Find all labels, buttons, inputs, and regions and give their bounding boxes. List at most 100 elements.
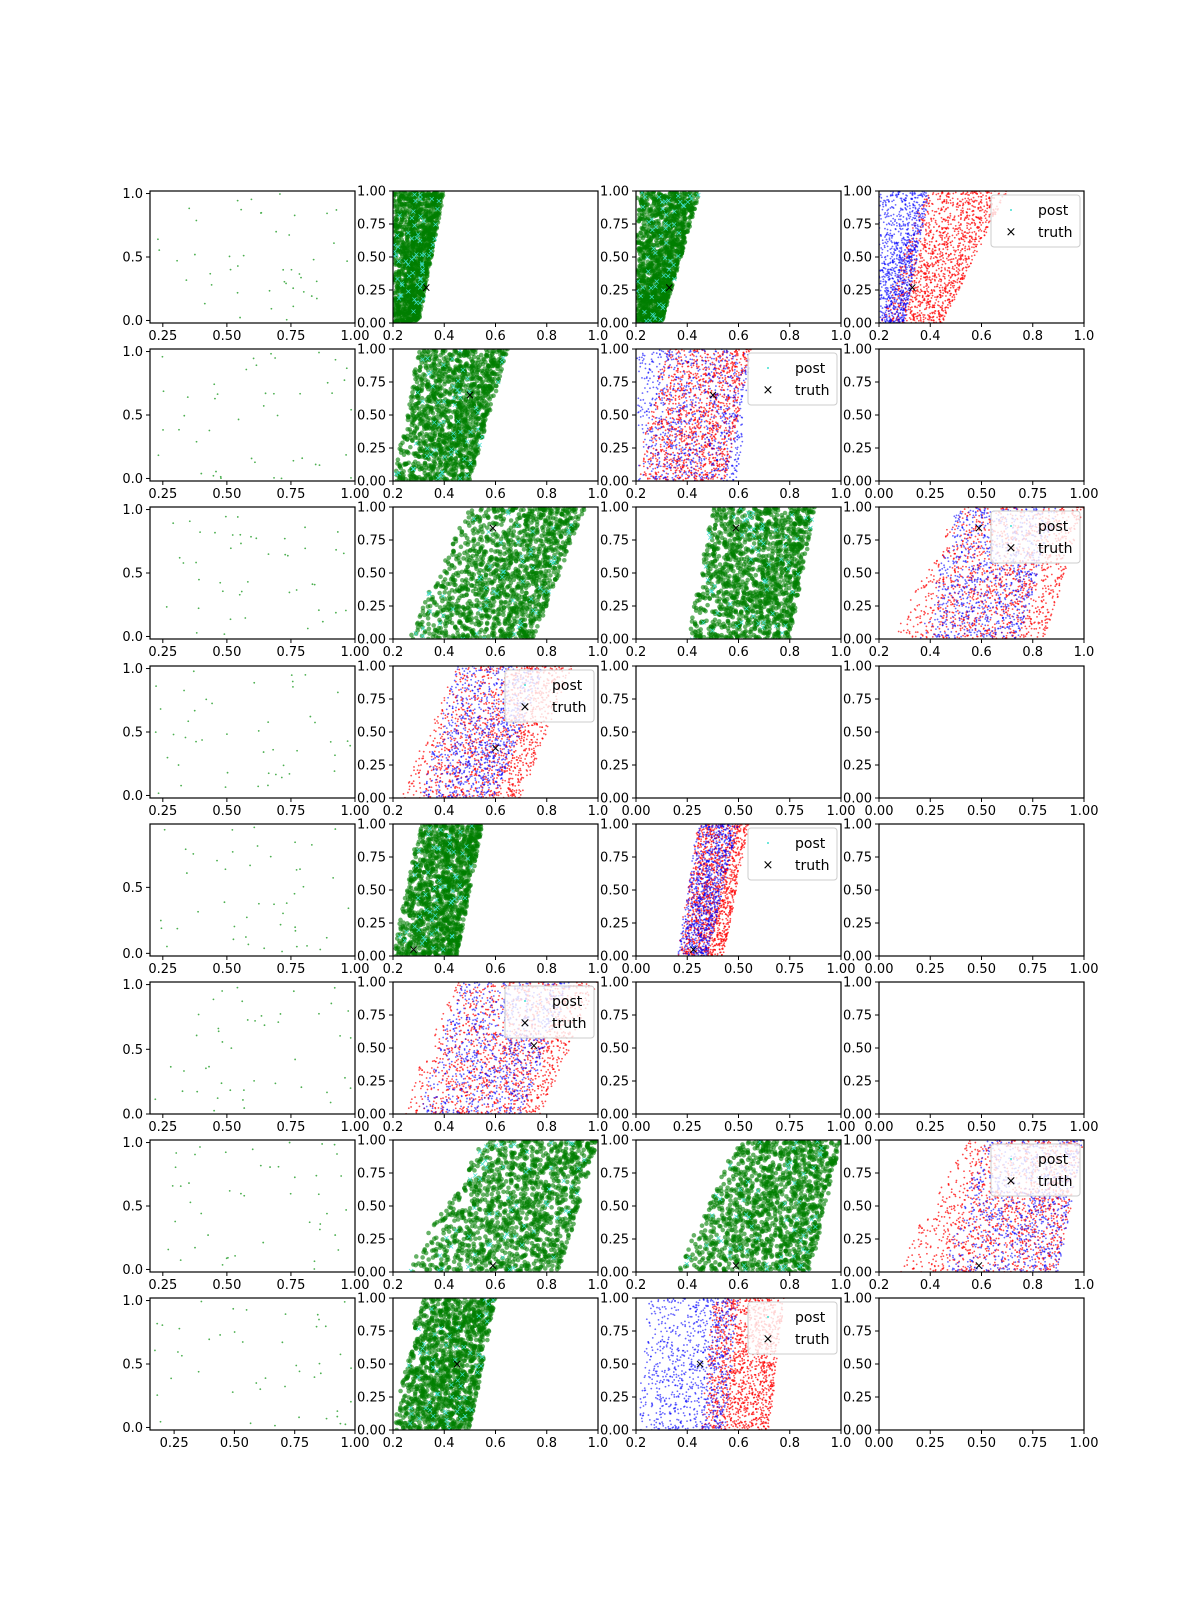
posterior-point (403, 191, 408, 196)
x-tick-label: 0.75 (276, 329, 305, 344)
posterior-point-red (972, 251, 975, 254)
posterior-point-blue (885, 238, 888, 241)
prior-point (310, 295, 313, 297)
posterior-point-red (920, 275, 922, 278)
posterior-point-red (975, 245, 978, 248)
posterior-point-blue (911, 223, 914, 226)
posterior-point-red (932, 289, 935, 291)
posterior-point-blue (905, 275, 908, 278)
posterior-point-red (917, 304, 920, 307)
posterior-point-red (941, 304, 944, 307)
posterior-point-red (957, 246, 959, 249)
posterior-point-red (941, 220, 944, 223)
posterior-point-red (946, 232, 949, 235)
posterior-point-blue (891, 222, 894, 224)
posterior-point-red (945, 199, 948, 201)
posterior-point-red (924, 264, 926, 266)
posterior-point-red (933, 214, 936, 217)
posterior-point (678, 239, 684, 245)
posterior-point (426, 203, 432, 209)
posterior-point (643, 229, 649, 235)
posterior-marker: × (417, 212, 424, 221)
posterior-point-red (943, 315, 946, 318)
posterior-point-red (941, 237, 943, 239)
posterior-point-red (937, 273, 940, 276)
posterior-point-red (918, 266, 920, 269)
posterior-point-red (986, 210, 988, 213)
posterior-point-red (963, 231, 966, 234)
posterior-point-red (988, 220, 991, 223)
posterior-point-blue (897, 306, 900, 308)
posterior-point-red (939, 195, 942, 198)
posterior-marker: × (695, 190, 702, 199)
posterior-marker: × (408, 213, 415, 222)
posterior-point-red (917, 272, 920, 275)
posterior-point-red (916, 315, 919, 318)
posterior-point-red (973, 200, 976, 203)
posterior-point-red (928, 318, 930, 321)
posterior-point-blue (880, 196, 883, 199)
posterior-point-blue (887, 208, 890, 211)
posterior-point-blue (902, 302, 905, 305)
prior-point (302, 290, 305, 293)
posterior-point-red (933, 226, 935, 228)
posterior-point-red (983, 234, 986, 237)
posterior-point-red (937, 264, 939, 267)
posterior-point-blue (880, 286, 883, 288)
posterior-point-red (919, 240, 922, 243)
posterior-point-blue (891, 266, 894, 269)
posterior-marker: × (657, 232, 664, 241)
posterior-point-red (934, 302, 937, 304)
posterior-point-red (936, 283, 939, 286)
panel-r1-c2: × ×××××××××××××××××××××××××××××××××××××××… (357, 185, 608, 345)
posterior-point-red (933, 244, 936, 247)
posterior-point-red (977, 195, 980, 198)
posterior-marker: × (399, 280, 406, 289)
x-tick-label: 0.50 (212, 329, 241, 344)
posterior-point-red (945, 200, 948, 203)
posterior-point-red (953, 253, 956, 256)
posterior-point-red (941, 294, 944, 297)
panel-r1-c3: ××××××××××××××××××××××××××××××××××××××××… (600, 185, 851, 345)
posterior-point-red (933, 275, 936, 278)
posterior-marker: × (650, 311, 657, 320)
posterior-point-red (970, 198, 973, 201)
posterior-point-blue (882, 221, 885, 224)
posterior-point-blue (886, 240, 889, 243)
x-tick-label: 0.8 (536, 329, 557, 344)
posterior-point-blue (886, 245, 889, 248)
posterior-point-red (957, 230, 960, 233)
posterior-point-blue (923, 210, 925, 213)
y-tick-label: 0.00 (600, 317, 629, 332)
posterior-point-blue (883, 244, 886, 247)
posterior-point-blue (895, 257, 898, 260)
posterior-point-blue (896, 288, 899, 291)
posterior-point-red (933, 278, 936, 281)
posterior-point-red (945, 257, 948, 260)
posterior-point-red (964, 249, 967, 252)
posterior-point-red (964, 245, 967, 248)
posterior-point-red (923, 239, 926, 241)
posterior-point-red (906, 272, 909, 275)
posterior-point-red (965, 200, 968, 202)
posterior-point-red (949, 253, 952, 255)
y-tick-label: 1.00 (357, 185, 386, 200)
posterior-point (636, 219, 642, 224)
posterior-point-blue (882, 242, 884, 245)
posterior-point-red (948, 298, 951, 301)
posterior-point-blue (904, 197, 907, 199)
posterior-point-red (912, 319, 915, 321)
posterior-point-red (944, 286, 947, 289)
posterior-point-blue (915, 215, 918, 218)
posterior-point-red (920, 264, 923, 267)
posterior-point-red (944, 262, 947, 265)
posterior-point-red (937, 310, 940, 313)
posterior-point-red (967, 255, 970, 258)
posterior-point-red (985, 201, 988, 204)
posterior-marker: × (675, 192, 682, 201)
posterior-point-red (934, 249, 937, 252)
posterior-point-red (944, 283, 947, 286)
posterior-marker: × (417, 237, 424, 246)
posterior-point-blue (892, 217, 895, 220)
